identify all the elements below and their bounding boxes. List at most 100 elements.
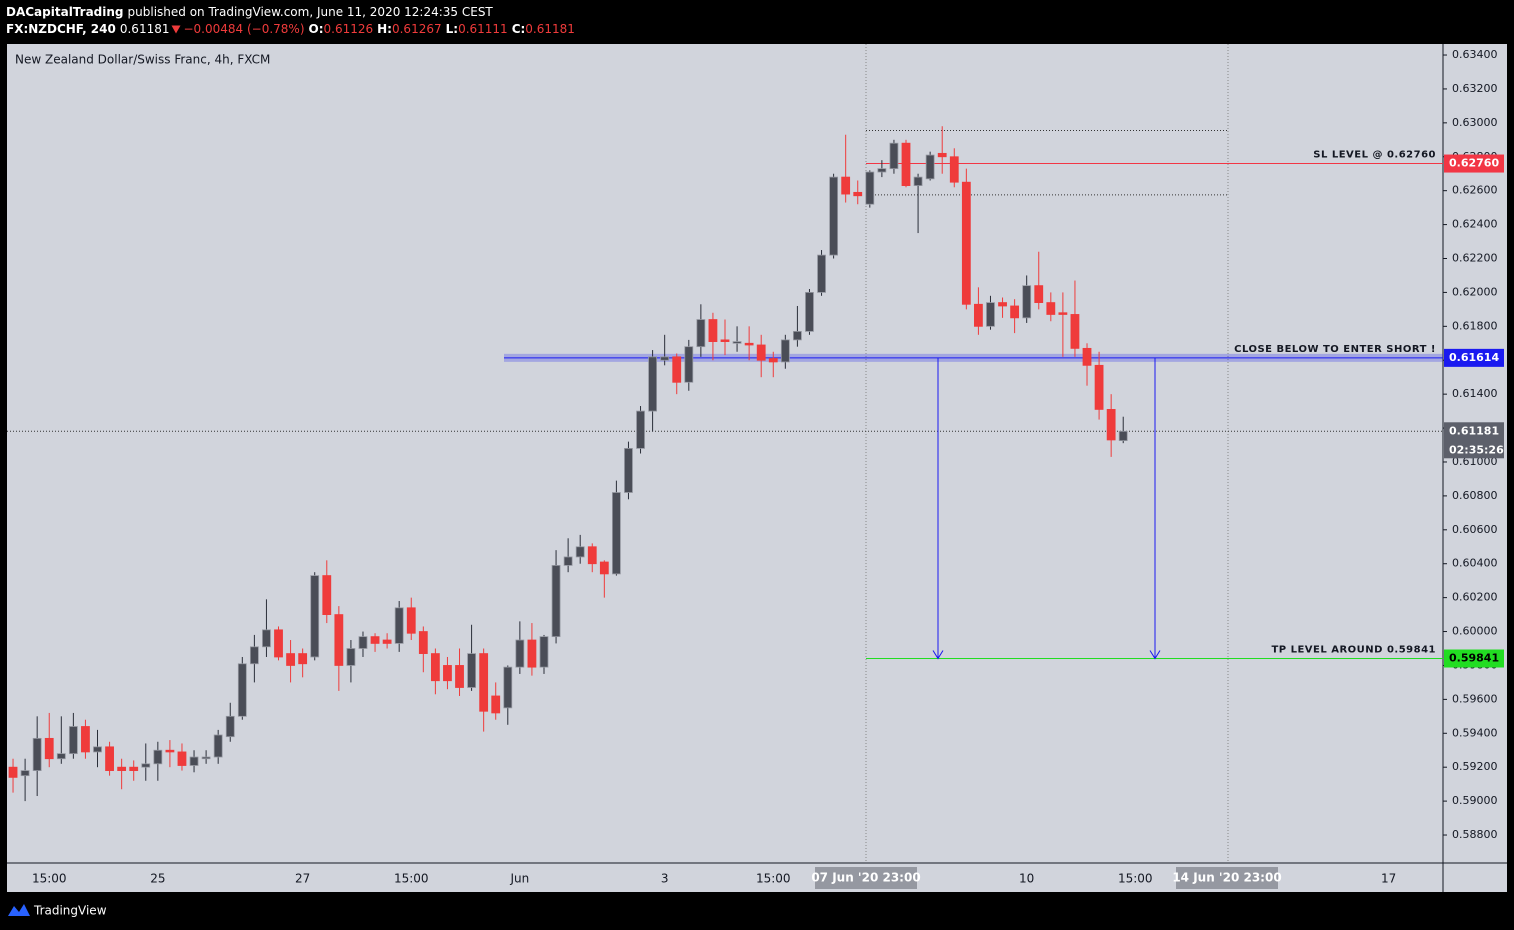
ohlc-value: 0.61267 xyxy=(392,22,442,36)
y-tick-label: 0.61400 xyxy=(1452,387,1498,400)
candle-body xyxy=(394,607,404,644)
candle-body xyxy=(732,341,742,344)
candle-body xyxy=(262,629,271,648)
countdown: 02:35:26 xyxy=(1449,443,1504,456)
candle-body xyxy=(141,763,151,768)
candle-body xyxy=(744,342,754,346)
candle-body xyxy=(467,653,476,688)
candle-body xyxy=(1022,285,1032,319)
last-price-label: 0.61181 xyxy=(1449,424,1499,437)
chart-title: New Zealand Dollar/Swiss Franc, 4h, FXCM xyxy=(15,53,270,67)
candle-body xyxy=(551,565,561,638)
candle-body xyxy=(986,302,995,327)
x-tick-label: Jun xyxy=(509,872,529,886)
publisher: DACapitalTrading xyxy=(6,5,124,19)
candle-body xyxy=(44,737,54,760)
candle-body xyxy=(20,770,30,777)
y-tick-label: 0.62400 xyxy=(1452,218,1498,231)
ohlc-value: 0.61181 xyxy=(525,22,575,36)
level-annotation: TP LEVEL AROUND 0.59841 xyxy=(1271,645,1436,656)
candle-body xyxy=(708,319,718,342)
candle-body xyxy=(1034,285,1044,303)
level-label: 0.62760 xyxy=(1449,157,1499,170)
candle-body xyxy=(974,303,983,327)
candle-body xyxy=(81,726,90,753)
candle-body xyxy=(611,492,621,575)
candle-body xyxy=(684,346,694,383)
logo-icon xyxy=(8,904,30,916)
candle-body xyxy=(503,666,513,709)
candle-body xyxy=(237,663,247,717)
candle-body xyxy=(817,254,826,293)
candle-body xyxy=(56,753,66,760)
candle-body xyxy=(805,292,814,332)
candle-body xyxy=(648,356,657,412)
ohlc-name: C: xyxy=(512,22,526,36)
header-quote: FX:NZDCHF, 240 0.61181 −0.00484 (−0.78%) O:… xyxy=(6,22,575,36)
candle-body xyxy=(165,749,175,753)
y-tick-label: 0.61800 xyxy=(1452,319,1498,332)
x-tick-label: 10 xyxy=(1019,872,1034,886)
candle-body xyxy=(925,154,935,180)
ohlc-value: 0.61126 xyxy=(324,22,374,36)
header-line: DACapitalTrading published on TradingView… xyxy=(6,5,493,19)
chart-panel xyxy=(7,44,1507,892)
candle-body xyxy=(32,737,42,771)
candle-body xyxy=(901,142,911,186)
y-tick-label: 0.59000 xyxy=(1452,794,1498,807)
candle-body xyxy=(153,749,163,765)
x-tick-label: 15:00 xyxy=(394,872,429,886)
candle-body xyxy=(225,715,235,738)
candle-body xyxy=(515,639,525,668)
level-label-bg xyxy=(1444,154,1504,173)
x-tick-label: 3 xyxy=(661,872,669,886)
arrow-head xyxy=(932,650,944,660)
candle-body xyxy=(334,614,344,666)
level-label: 0.61614 xyxy=(1449,351,1499,364)
candle-body xyxy=(527,639,537,668)
candle-body xyxy=(1058,312,1068,315)
ohlc-value: 0.61111 xyxy=(458,22,508,36)
candle-body xyxy=(1094,364,1104,410)
candle-body xyxy=(177,751,187,766)
candle-body xyxy=(780,339,790,363)
candle-body xyxy=(117,766,127,771)
brand: TradingView xyxy=(33,904,107,918)
arrow-head xyxy=(1149,650,1161,660)
candle-body xyxy=(913,176,923,186)
last: 0.61181 xyxy=(120,22,170,36)
candle-body xyxy=(949,156,959,183)
range-date-bg xyxy=(815,867,917,889)
candle-body xyxy=(346,648,356,666)
y-tick-label: 0.60800 xyxy=(1452,489,1498,502)
candle-body xyxy=(129,766,139,771)
candle-body xyxy=(310,575,320,658)
ohlc-name: H: xyxy=(377,22,392,36)
candle-body xyxy=(1118,430,1128,442)
y-tick-label: 0.60600 xyxy=(1452,523,1498,536)
candle-body xyxy=(455,665,464,688)
x-tick-label: 25 xyxy=(150,872,165,886)
candle-body xyxy=(249,646,259,665)
candle-body xyxy=(286,653,295,666)
x-tick-label: 15:00 xyxy=(1118,872,1153,886)
ohlc-name: O: xyxy=(309,22,324,36)
level-label: 0.59841 xyxy=(1449,652,1499,665)
candle-body xyxy=(370,636,380,644)
candle-body xyxy=(1106,409,1116,441)
candle-body xyxy=(889,142,899,170)
candle-body xyxy=(213,734,223,758)
candle-body xyxy=(829,176,839,256)
symbol: FX:NZDCHF, 240 xyxy=(6,22,116,36)
candle-body xyxy=(491,695,501,714)
y-tick-label: 0.63400 xyxy=(1452,48,1498,61)
candle-body xyxy=(937,152,947,158)
y-tick-label: 0.59200 xyxy=(1452,760,1498,773)
y-tick-label: 0.60000 xyxy=(1452,625,1498,638)
level-label-bg xyxy=(1444,348,1504,367)
candle-body xyxy=(1046,302,1056,315)
y-tick-label: 0.63000 xyxy=(1452,116,1498,129)
y-tick-label: 0.59600 xyxy=(1452,692,1498,705)
